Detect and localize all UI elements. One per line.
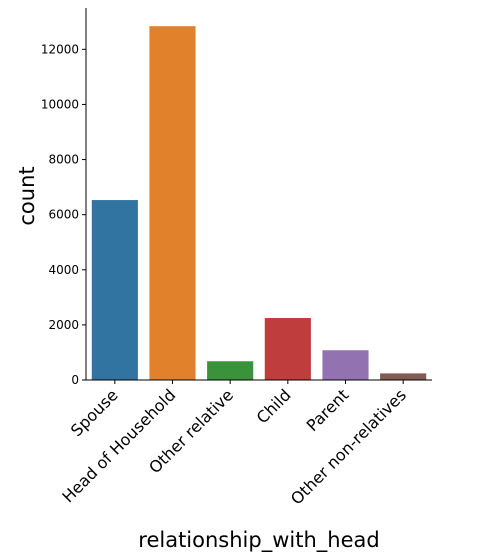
x-tick-label: Other non-relatives [287, 385, 410, 508]
y-tick-label: 0 [71, 373, 79, 387]
x-tick-label: Parent [303, 385, 353, 435]
bar-other-non-relatives [380, 373, 427, 380]
y-axis: 0 2000 4000 6000 8000 10000 12000 [41, 8, 87, 387]
bar-child [264, 318, 311, 380]
x-tick-label: Child [253, 385, 295, 427]
y-tick-label: 2000 [48, 318, 79, 332]
x-tick-label: Head of Household [58, 385, 179, 506]
x-tick-label: Spouse [67, 385, 122, 440]
bar-parent [322, 350, 369, 380]
y-tick-label: 10000 [41, 97, 79, 111]
bar-other-relative [207, 361, 254, 380]
bars [91, 26, 427, 380]
y-tick-label: 4000 [48, 263, 79, 277]
y-tick-label: 6000 [48, 208, 79, 222]
y-tick-label: 12000 [41, 42, 79, 56]
x-axis-title: relationship_with_head [138, 528, 379, 553]
y-axis-title: count [15, 166, 39, 225]
bar-spouse [91, 200, 138, 380]
bar-head-of-household [149, 26, 196, 380]
y-tick-label: 8000 [48, 153, 79, 167]
